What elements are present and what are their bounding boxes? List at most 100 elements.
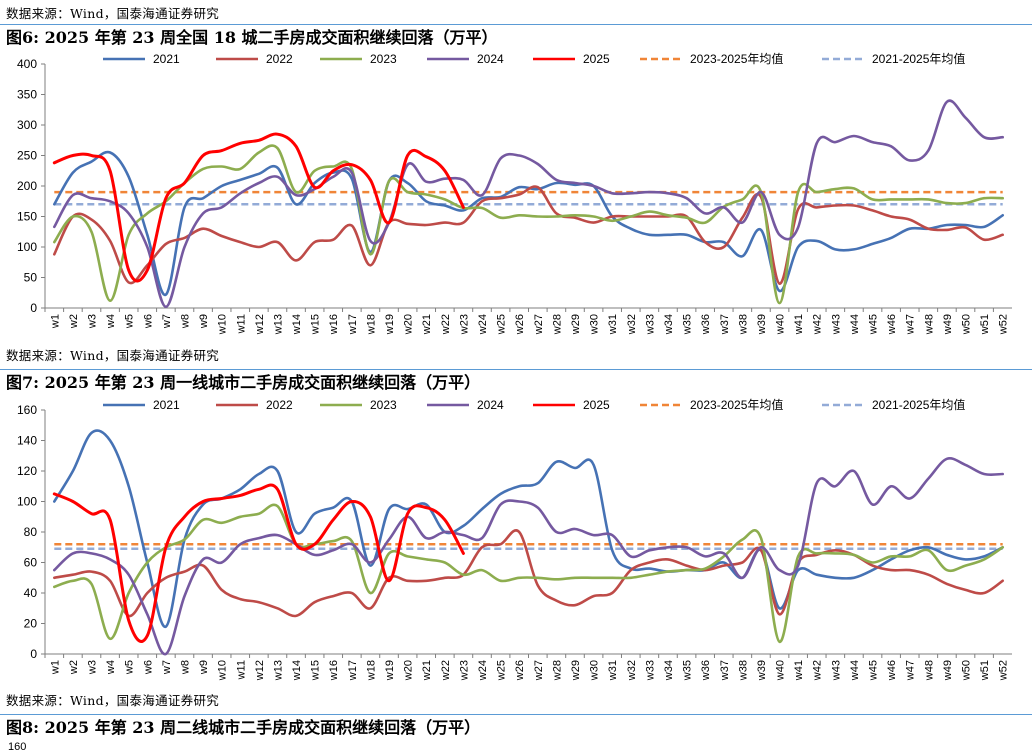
x-tick-label: w44 [849,314,861,335]
x-tick-label: w43 [830,660,842,681]
figure-6-title: 图6: 2025 年第 23 周全国 18 城二手房成交面积继续回落（万平） [0,24,1032,49]
y-tick-label: 0 [30,301,37,315]
x-tick-label: w27 [533,314,545,335]
x-tick-label: w20 [403,660,415,681]
x-tick-label: w39 [756,314,768,335]
x-tick-label: w37 [719,660,731,681]
y-tick-label: 400 [17,57,37,71]
x-tick-label: w36 [700,314,712,335]
x-tick-label: w6 [142,314,154,329]
x-tick-label: w32 [626,660,638,681]
y-tick-label: 60 [24,556,38,570]
y-tick-label: 140 [17,434,37,448]
x-tick-label: w26 [514,314,526,335]
source-note-figure-7: 数据来源：Wind，国泰海通证券研究 [6,693,220,708]
x-tick-label: w2 [68,660,80,675]
legend-label-2025: 2025 [583,52,610,66]
x-tick-label: w36 [700,660,712,681]
x-tick-label: w48 [923,314,935,335]
x-tick-label: w19 [384,660,396,681]
x-tick-label: w28 [551,660,563,681]
legend-label-avg2125: 2021-2025年均值 [872,51,965,66]
x-tick-label: w39 [756,660,768,681]
x-tick-label: w45 [868,314,880,335]
y-tick-label: 160 [17,403,37,417]
x-tick-label: w16 [328,660,340,681]
x-tick-label: w41 [793,314,805,335]
x-tick-label: w44 [849,660,861,681]
chart-figure-7: 0 20 40 60 80 100 120 140 160 w1 w2 w3 w4 w5 w6 w7 w8 w9 w… [17,397,1012,681]
x-tick-label: w2 [68,314,80,329]
x-tick-label: w26 [514,660,526,681]
x-tick-label: w12 [254,660,266,681]
x-tick-label: w31 [607,660,619,681]
x-tick-label: w3 [86,314,98,329]
x-tick-label: w20 [403,314,415,335]
x-tick-label: w9 [198,314,210,329]
legend-label-2024: 2024 [477,398,504,412]
series-line-2024 [53,457,1004,656]
x-tick-label: w14 [291,660,303,681]
y-tick-label: 80 [24,525,38,539]
x-tick-label: w42 [812,660,824,681]
legend-label-2025: 2025 [583,398,610,412]
x-tick-label: w4 [105,314,117,329]
x-tick-label: w33 [644,660,656,681]
x-tick-label: w21 [421,314,433,335]
series-line-2023 [53,144,1004,305]
legend-label-2022: 2022 [266,52,293,66]
x-tick-label: w14 [291,314,303,335]
y-tick-label: 100 [17,240,37,254]
x-tick-label: w34 [663,660,675,681]
x-tick-label: w41 [793,660,805,681]
legend-label-2021: 2021 [153,398,180,412]
series-line-2025 [52,483,465,643]
x-tick-label: w52 [998,660,1010,681]
x-tick-label: w1 [49,314,61,329]
x-tick-label: w42 [812,314,824,335]
x-tick-label: w40 [775,660,787,681]
x-tick-label: w21 [421,660,433,681]
y-tick-label: 40 [24,586,38,600]
x-tick-label: w11 [235,314,247,334]
x-tick-label: w7 [161,660,173,675]
x-tick-label: w18 [365,660,377,681]
source-note-figure-6: 数据来源：Wind，国泰海通证券研究 [6,348,220,363]
y-tick-label: 100 [17,495,37,509]
x-tick-label: w38 [737,660,749,681]
source-note-top: 数据来源：Wind，国泰海通证券研究 [6,6,220,21]
x-tick-label: w22 [440,314,452,335]
x-tick-label: w25 [496,314,508,335]
x-tick-label: w47 [905,660,917,681]
x-tick-label: w12 [254,314,266,335]
x-tick-label: w30 [589,660,601,681]
x-tick-label: w15 [310,314,322,335]
x-tick-label: w28 [551,314,563,335]
x-tick-label: w48 [923,660,935,681]
x-tick-label: w3 [86,660,98,675]
x-tick-label: w23 [458,314,470,335]
y-tick-label: 300 [17,118,37,132]
x-tick-label: w34 [663,314,675,335]
x-tick-label: w43 [830,314,842,335]
x-tick-label: w6 [142,660,154,675]
y-tick-label: 0 [30,647,37,661]
figure-7-title: 图7: 2025 年第 23 周一线城市二手房成交面积继续回落（万平） [0,369,1032,394]
x-tick-label: w10 [217,660,229,681]
x-tick-label: w10 [217,314,229,335]
x-tick-label: w50 [961,660,973,681]
y-tick-label: 20 [24,617,38,631]
x-tick-label: w45 [868,660,880,681]
x-tick-label: w29 [570,314,582,335]
x-tick-label: w9 [198,660,210,675]
legend-label-avg2125: 2021-2025年均值 [872,397,965,412]
figure-8-first-tick: 160 [8,741,27,753]
figure-8-title: 图8: 2025 年第 23 周二线城市二手房成交面积继续回落（万平） [0,714,1032,739]
x-tick-label: w13 [272,314,284,335]
series-line-2023 [53,503,1004,644]
x-tick-label: w18 [365,314,377,335]
x-tick-label: w27 [533,660,545,681]
legend-label-2023: 2023 [370,398,397,412]
x-tick-label: w22 [440,660,452,681]
x-tick-label: w15 [310,660,322,681]
